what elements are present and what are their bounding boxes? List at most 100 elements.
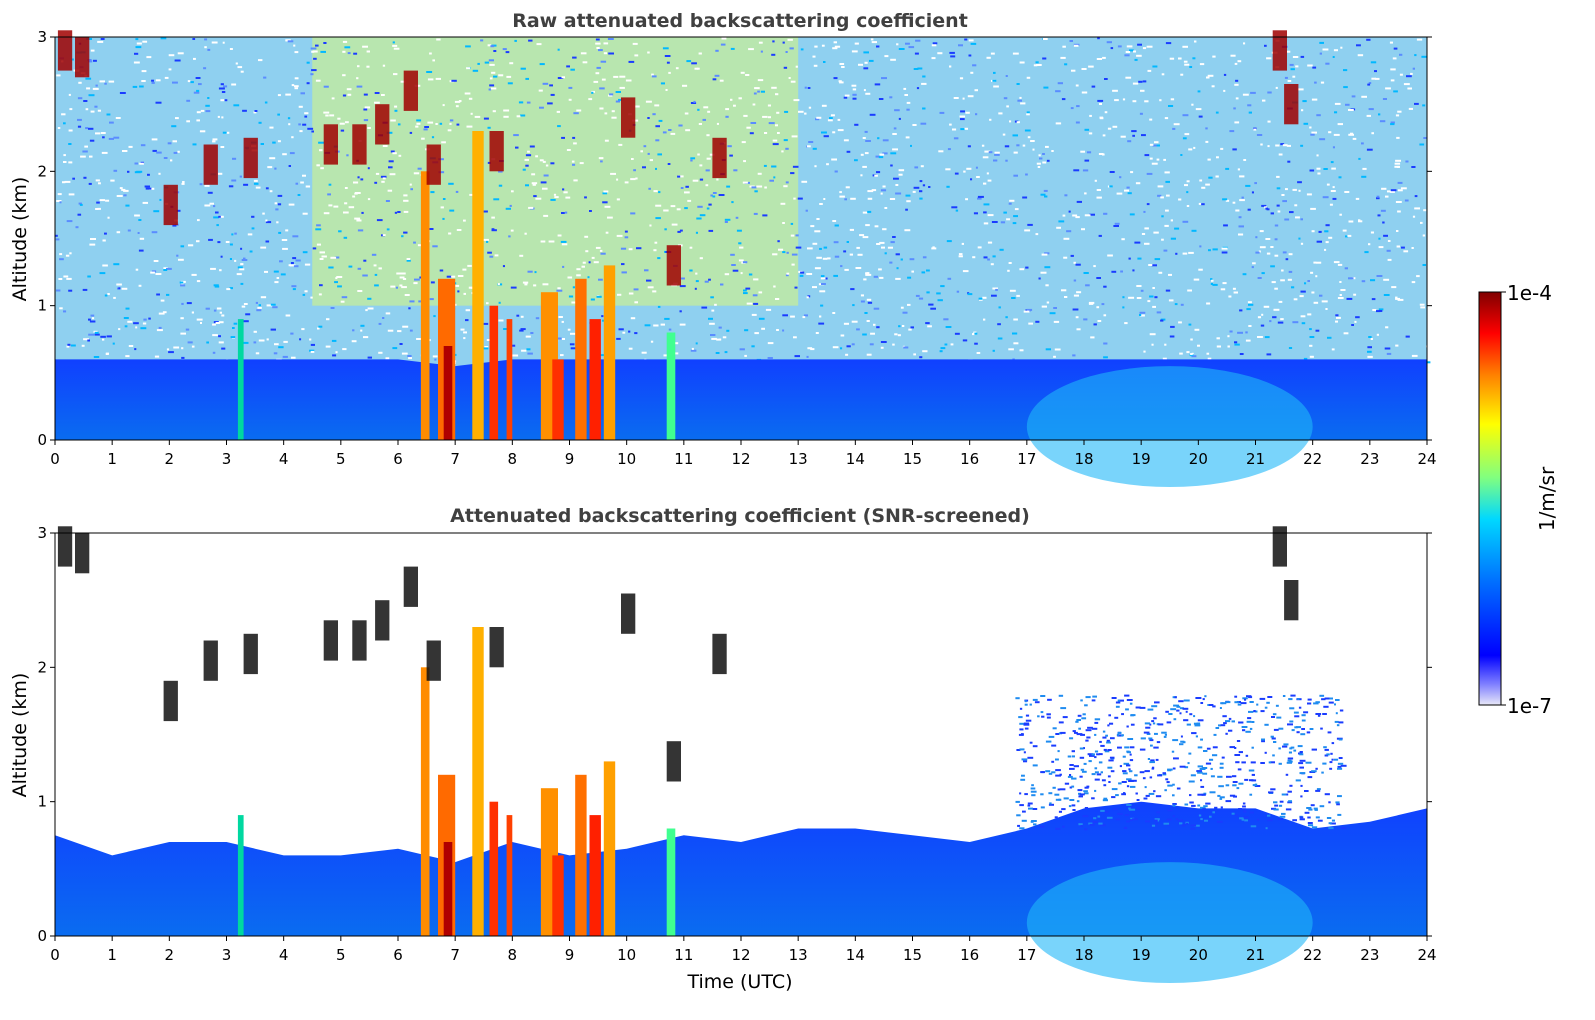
x-tick-label: 2 xyxy=(165,946,175,964)
aerosol-dense-region xyxy=(1026,862,1313,984)
raw-x-axis: 0 1 2 3 4 5 6 7 8 9 10 11 12 13 14 15 16 17 18 19 20 21 22 23 24 xyxy=(50,440,1437,468)
x-tick-label: 16 xyxy=(960,946,979,964)
x-tick-label: 13 xyxy=(789,450,808,468)
cloud-column xyxy=(472,131,484,440)
cloud-fragment xyxy=(57,526,73,567)
x-tick-label: 1 xyxy=(107,450,117,468)
cloud-fragment xyxy=(323,620,338,661)
cloud-fragment xyxy=(489,627,504,668)
cloud-fragment xyxy=(75,533,90,574)
aerosol-plume-speckle xyxy=(1015,694,1347,831)
cloud-fragment xyxy=(163,680,178,722)
cloud-fragment xyxy=(489,131,504,172)
cloud-fragment xyxy=(1272,30,1287,71)
x-tick-label: 17 xyxy=(1017,450,1036,468)
x-tick-label: 12 xyxy=(731,946,750,964)
cloud-fragment xyxy=(403,70,418,111)
x-tick-label: 22 xyxy=(1303,450,1322,468)
y-tick-label: 2 xyxy=(37,658,47,676)
cloud-fragment xyxy=(1284,84,1299,125)
x-tick-label: 0 xyxy=(50,450,60,468)
cloud-fragment xyxy=(375,600,390,641)
cloud-fragment xyxy=(243,137,258,179)
x-tick-label: 0 xyxy=(50,946,60,964)
cloud-column xyxy=(575,774,587,936)
cloud-fragment xyxy=(1284,580,1299,621)
x-tick-label: 14 xyxy=(846,450,865,468)
screened-y-axis: 0 1 2 3 xyxy=(37,524,1432,945)
x-tick-label: 19 xyxy=(1132,450,1151,468)
cloud-fragment xyxy=(352,620,367,661)
cloud-column xyxy=(489,305,499,440)
screened-x-axis: 0 1 2 3 4 5 6 7 8 9 10 11 12 13 14 15 16 17 18 19 20 21 22 23 24 xyxy=(50,936,1437,964)
x-tick-label: 23 xyxy=(1360,946,1379,964)
x-tick-label: 20 xyxy=(1189,946,1208,964)
colorbar-min-label: 1e-7 xyxy=(1507,694,1552,718)
x-tick-label: 7 xyxy=(450,450,460,468)
x-tick-label: 7 xyxy=(450,946,460,964)
cloud-fragments xyxy=(57,526,1299,782)
cloud-column xyxy=(506,815,513,936)
cloud-fragment xyxy=(243,633,258,675)
cloud-fragment xyxy=(375,104,390,145)
x-tick-label: 8 xyxy=(508,946,518,964)
x-tick-label: 22 xyxy=(1303,946,1322,964)
x-tick-label: 17 xyxy=(1017,946,1036,964)
raw-backscatter-panel: Raw attenuated backscattering coefficien… xyxy=(9,10,1437,488)
cloud-column xyxy=(603,265,616,440)
x-tick-label: 13 xyxy=(789,946,808,964)
cloud-column xyxy=(575,278,587,440)
x-axis-label: Time (UTC) xyxy=(686,971,792,993)
x-tick-label: 1 xyxy=(107,946,117,964)
x-tick-label: 15 xyxy=(903,450,922,468)
raw-heatmap xyxy=(55,30,1432,488)
cloud-fragment xyxy=(203,640,218,681)
x-tick-label: 9 xyxy=(565,450,575,468)
raw-panel-title: Raw attenuated backscattering coefficien… xyxy=(512,10,968,32)
cloud-fragment xyxy=(352,124,367,165)
screened-y-axis-label: Altitude (km) xyxy=(9,673,31,798)
cloud-fragment xyxy=(403,566,418,607)
cloud-columns xyxy=(237,627,676,936)
x-tick-label: 14 xyxy=(846,946,865,964)
x-tick-label: 4 xyxy=(279,946,289,964)
cloud-column xyxy=(472,627,484,936)
colorbar-unit-label: 1/m/sr xyxy=(1535,466,1559,531)
raw-y-axis-label: Altitude (km) xyxy=(9,177,31,302)
y-tick-label: 1 xyxy=(37,793,47,811)
cloud-column xyxy=(666,332,676,440)
x-tick-label: 24 xyxy=(1417,946,1436,964)
screened-heatmap xyxy=(55,526,1427,984)
x-tick-label: 3 xyxy=(222,450,232,468)
x-tick-label: 15 xyxy=(903,946,922,964)
y-tick-label: 1 xyxy=(37,297,47,315)
cloud-column xyxy=(237,319,244,440)
cloud-fragments xyxy=(57,30,1299,286)
cloud-fragment xyxy=(57,30,73,71)
x-tick-label: 10 xyxy=(617,946,636,964)
x-tick-label: 10 xyxy=(617,450,636,468)
cloud-column xyxy=(666,828,676,936)
cloud-fragment xyxy=(426,144,441,185)
x-tick-label: 19 xyxy=(1132,946,1151,964)
cloud-columns xyxy=(237,131,676,441)
y-tick-label: 3 xyxy=(37,524,47,542)
cloud-fragment xyxy=(75,37,90,78)
x-tick-label: 18 xyxy=(1074,450,1093,468)
cloud-fragment xyxy=(621,593,636,634)
cloud-fragment xyxy=(621,97,636,138)
x-tick-label: 6 xyxy=(393,450,403,468)
x-tick-label: 5 xyxy=(336,946,346,964)
cloud-fragment xyxy=(1272,526,1287,567)
cloud-fragment xyxy=(426,640,441,681)
y-tick-label: 3 xyxy=(37,28,47,46)
cloud-fragment xyxy=(323,124,338,165)
x-tick-label: 16 xyxy=(960,450,979,468)
cloud-fragment xyxy=(712,137,727,179)
cloud-column xyxy=(237,815,244,936)
cloud-fragment xyxy=(712,633,727,675)
x-tick-label: 18 xyxy=(1074,946,1093,964)
x-tick-label: 5 xyxy=(336,450,346,468)
cloud-column xyxy=(443,842,453,936)
